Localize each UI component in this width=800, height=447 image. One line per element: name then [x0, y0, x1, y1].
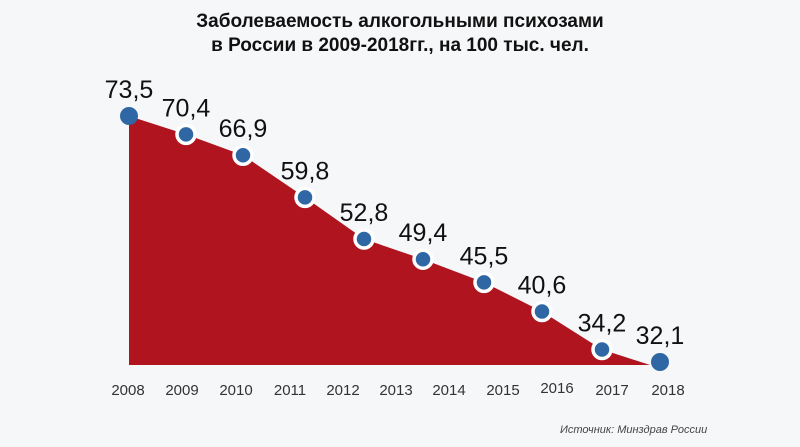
- area-fill: [129, 116, 650, 365]
- x-axis-labels: 2008 2009 2010 2011 2012 2013 2014 2015 2016 2017…: [111, 380, 684, 399]
- data-point-2010: [232, 144, 254, 166]
- data-point-2014: [473, 271, 495, 294]
- x-label-2018: 2018: [651, 382, 684, 399]
- data-points: [120, 107, 669, 371]
- value-label-2017: 32,1: [636, 322, 685, 350]
- value-label-2016: 34,2: [578, 310, 627, 338]
- x-label-2011: 2011: [274, 382, 306, 399]
- value-label-2015: 40,6: [518, 271, 567, 299]
- x-label-2016: 2016: [540, 380, 573, 397]
- data-point-2011: [294, 186, 316, 209]
- chart-title: Заболеваемость алкогольными психозами в …: [0, 10, 800, 58]
- data-point-2013: [412, 248, 434, 270]
- value-label-2012: 52,8: [340, 199, 389, 227]
- value-labels: 73,5 70,4 66,9 59,8 52,8 49,4 45,5 40,6 34,2 32,1: [105, 76, 685, 350]
- x-label-2013: 2013: [379, 382, 412, 399]
- data-point-2009: [175, 123, 197, 146]
- value-label-2009: 70,4: [162, 94, 211, 122]
- value-label-2011: 59,8: [281, 157, 330, 185]
- x-label-2009: 2009: [165, 382, 198, 399]
- value-label-2008: 73,5: [105, 76, 154, 104]
- data-point-2008: [120, 107, 138, 125]
- x-label-2015: 2015: [486, 382, 519, 399]
- x-label-2010: 2010: [219, 382, 252, 399]
- value-label-2013: 49,4: [399, 219, 448, 247]
- x-label-2017: 2017: [595, 382, 628, 399]
- value-label-2014: 45,5: [460, 242, 509, 270]
- chart-title-line-2: в России в 2009-2018гг., на 100 тыс. чел…: [211, 35, 589, 56]
- data-point-2012: [353, 228, 375, 250]
- data-point-2015: [531, 300, 553, 323]
- data-point-2016: [591, 338, 613, 361]
- chart-title-line-1: Заболеваемость алкогольными психозами: [196, 11, 604, 32]
- x-label-2014: 2014: [432, 382, 465, 399]
- source-note: Источник: Минздрав России: [560, 424, 708, 436]
- value-label-2010: 66,9: [219, 115, 268, 143]
- data-point-2017: [651, 353, 669, 371]
- x-label-2008: 2008: [111, 382, 144, 399]
- x-label-2012: 2012: [326, 382, 359, 399]
